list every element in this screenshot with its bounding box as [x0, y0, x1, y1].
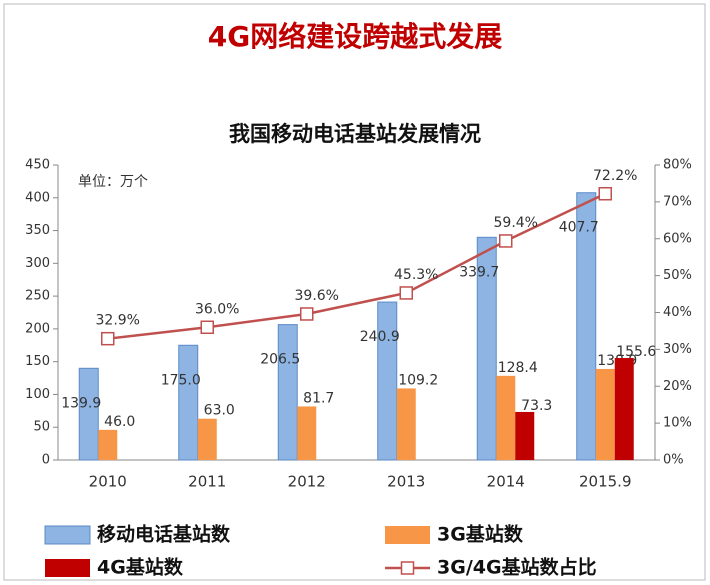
y-tick-label: 450 — [25, 158, 50, 173]
data-label: 81.7 — [303, 390, 334, 406]
data-label: 72.2% — [593, 168, 637, 184]
data-label: 39.6% — [295, 288, 339, 304]
data-label: 155.6 — [616, 344, 656, 360]
data-label: 45.3% — [394, 267, 438, 283]
y2-tick-label: 10% — [663, 416, 692, 431]
y-tick-label: 50 — [33, 420, 50, 435]
y2-tick-label: 50% — [663, 268, 692, 283]
data-label: 240.9 — [360, 329, 400, 345]
y2-tick-label: 40% — [663, 305, 692, 320]
legend-swatch — [44, 525, 91, 545]
data-label: 46.0 — [104, 414, 135, 430]
x-tick-label: 2013 — [387, 473, 425, 491]
y2-tick-label: 60% — [663, 231, 692, 246]
bar — [396, 388, 416, 460]
bar — [78, 367, 99, 461]
data-label: 407.7 — [559, 220, 599, 236]
data-label: 139.9 — [61, 395, 101, 411]
legend-label: 3G基站数 — [437, 523, 524, 546]
data-label: 32.9% — [96, 313, 140, 329]
data-label: 339.7 — [459, 264, 499, 280]
legend-swatch — [45, 559, 90, 577]
y-tick-label: 400 — [25, 190, 50, 205]
data-label: 175.0 — [161, 372, 201, 388]
bar — [576, 192, 597, 461]
line-marker — [598, 187, 612, 201]
x-tick-label: 2011 — [188, 473, 226, 491]
data-label: 128.4 — [498, 360, 538, 376]
bar — [595, 368, 615, 460]
data-label: 206.5 — [260, 352, 300, 368]
bar — [98, 429, 118, 460]
legend-label: 移动电话基站数 — [97, 523, 231, 546]
bar — [377, 301, 398, 461]
bar — [197, 418, 217, 460]
x-tick-label: 2014 — [487, 473, 525, 491]
bar — [515, 411, 535, 460]
unit-annotation: 单位：万个 — [78, 174, 148, 190]
line-marker — [300, 307, 314, 321]
legend-label: 3G/4G基站数占比 — [437, 556, 597, 579]
data-label: 59.4% — [494, 215, 538, 231]
line-marker — [200, 320, 214, 334]
y2-tick-label: 0% — [663, 453, 684, 468]
bar — [496, 375, 516, 460]
chart-title: 我国移动电话基站发展情况 — [229, 122, 481, 146]
y2-tick-label: 30% — [663, 342, 692, 357]
line — [107, 192, 606, 340]
y2-tick-label: 20% — [663, 379, 692, 394]
bar — [277, 324, 298, 461]
data-label: 63.0 — [204, 403, 235, 419]
frame — [3, 3, 706, 581]
y-tick-label: 150 — [25, 354, 50, 369]
bar — [476, 236, 497, 461]
line-marker — [101, 331, 115, 346]
heading: 4G网络建设跨越式发展 — [208, 20, 502, 53]
legend-swatch — [385, 526, 430, 544]
x-tick-label: 2015.9 — [579, 473, 632, 491]
y-tick-label: 250 — [25, 289, 50, 304]
data-label: 109.2 — [398, 372, 438, 388]
y-tick-label: 200 — [25, 321, 50, 336]
y2-tick-label: 80% — [663, 158, 692, 173]
bar — [614, 357, 634, 460]
bar — [178, 344, 199, 461]
x-tick-label: 2012 — [288, 473, 326, 491]
y-tick-label: 0 — [42, 453, 50, 468]
bar — [297, 406, 317, 460]
y-tick-label: 350 — [25, 223, 50, 238]
x-tick-label: 2010 — [89, 473, 127, 491]
y2-tick-label: 70% — [663, 194, 692, 209]
y-tick-label: 300 — [25, 256, 50, 271]
legend-marker — [400, 561, 415, 575]
data-label: 73.3 — [521, 398, 552, 414]
line-marker — [499, 234, 513, 248]
legend-label: 4G基站数 — [97, 556, 184, 579]
data-label: 36.0% — [195, 301, 239, 317]
line-marker — [399, 286, 413, 300]
y-tick-label: 100 — [25, 387, 50, 402]
